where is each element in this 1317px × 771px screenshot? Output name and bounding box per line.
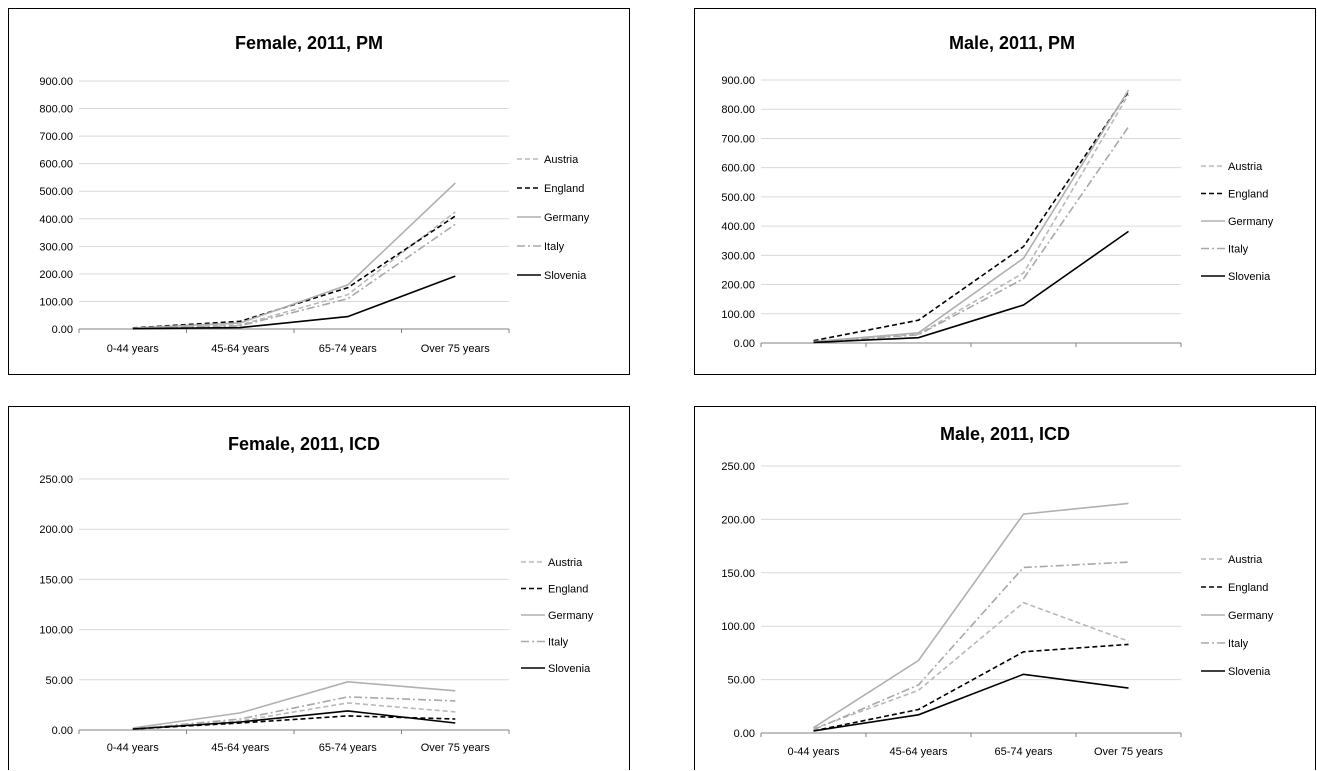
series-line-slovenia bbox=[813, 673, 1129, 732]
chart-title: Female, 2011, ICD bbox=[228, 434, 380, 454]
chart-panel-female-pm: Female, 2011, PM 0.00 100.00 200.00 300.00 40… bbox=[8, 8, 630, 375]
series-line-austria bbox=[813, 601, 1129, 730]
series-line-italy bbox=[813, 561, 1129, 731]
series-line-italy bbox=[132, 696, 456, 730]
y-tick-label: 400.00 bbox=[39, 214, 73, 226]
x-tick-label: 65-74 years bbox=[319, 742, 378, 754]
chart-female-pm: Female, 2011, PM 0.00 100.00 200.00 300.00 40… bbox=[39, 33, 590, 355]
legend-label: England bbox=[1228, 582, 1268, 594]
legend-label: England bbox=[544, 183, 584, 195]
legend-label: Austria bbox=[548, 557, 583, 569]
y-tick-label: 800.00 bbox=[39, 104, 73, 116]
legend-label: Italy bbox=[544, 241, 565, 253]
series-line-italy bbox=[813, 126, 1130, 343]
x-tick-label: 45-64 years bbox=[889, 746, 948, 758]
legend-label: Germany bbox=[1228, 216, 1274, 228]
legend-label: Austria bbox=[544, 154, 579, 166]
series-line-england bbox=[813, 643, 1129, 732]
y-tick-label: 900.00 bbox=[39, 76, 73, 88]
x-tick-label: 0-44 years bbox=[107, 343, 159, 355]
chart-male-icd: Male, 2011, ICD 0.00 50.00 100.00 150.00 200.… bbox=[721, 424, 1274, 758]
y-tick-label: 300.00 bbox=[39, 241, 73, 253]
x-tick-label: 45-64 years bbox=[211, 343, 270, 355]
x-tick-label: 65-74 years bbox=[994, 746, 1053, 758]
y-tick-label: 0.00 bbox=[52, 725, 73, 737]
x-tick-label: Over 75 years bbox=[421, 343, 491, 355]
series-line-austria bbox=[132, 211, 456, 330]
y-tick-label: 100.00 bbox=[721, 309, 755, 321]
x-tick-label: 0-44 years bbox=[107, 742, 159, 754]
y-tick-label: 200.00 bbox=[39, 269, 73, 281]
series-line-germany bbox=[813, 89, 1130, 343]
y-tick-label: 150.00 bbox=[39, 574, 73, 586]
legend-label: Germany bbox=[548, 610, 594, 622]
y-tick-label: 0.00 bbox=[52, 324, 73, 336]
chart-female-icd: Female, 2011, ICD 0.00 50.00 100.00 150.00 20… bbox=[39, 434, 594, 754]
series-line-italy bbox=[132, 223, 456, 330]
y-tick-label: 600.00 bbox=[39, 159, 73, 171]
x-tick-label: 65-74 years bbox=[319, 343, 378, 355]
y-tick-label: 300.00 bbox=[721, 250, 755, 262]
legend-label: Austria bbox=[1228, 554, 1263, 566]
legend-label: England bbox=[548, 584, 588, 596]
legend-label: Slovenia bbox=[1228, 271, 1271, 283]
x-tick-label: 45-64 years bbox=[211, 742, 270, 754]
y-tick-label: 900.00 bbox=[721, 75, 755, 87]
series-line-austria bbox=[132, 702, 456, 730]
y-tick-label: 50.00 bbox=[45, 675, 73, 687]
chart-title: Male, 2011, ICD bbox=[940, 424, 1070, 444]
y-tick-label: 0.00 bbox=[734, 728, 755, 740]
y-tick-label: 100.00 bbox=[39, 625, 73, 637]
y-tick-label: 250.00 bbox=[39, 474, 73, 486]
chart-panel-male-pm: Male, 2011, PM 0.00 100.00 200.00 300.00 400.… bbox=[694, 8, 1316, 375]
chart-panel-male-icd: Male, 2011, ICD 0.00 50.00 100.00 150.00 200.… bbox=[694, 406, 1316, 770]
series-line-slovenia bbox=[132, 710, 456, 730]
y-tick-label: 200.00 bbox=[721, 280, 755, 292]
legend-label: Italy bbox=[548, 637, 569, 649]
legend-label: Germany bbox=[1228, 610, 1274, 622]
y-tick-label: 600.00 bbox=[721, 163, 755, 175]
x-tick-label: Over 75 years bbox=[1094, 746, 1164, 758]
y-tick-label: 200.00 bbox=[721, 514, 755, 526]
y-tick-label: 100.00 bbox=[721, 621, 755, 633]
legend-label: Slovenia bbox=[544, 270, 587, 282]
y-tick-label: 400.00 bbox=[721, 221, 755, 233]
series-line-england bbox=[813, 91, 1130, 342]
chart-panel-female-icd: Female, 2011, ICD 0.00 50.00 100.00 150.00 20… bbox=[8, 406, 630, 770]
y-tick-label: 150.00 bbox=[721, 568, 755, 580]
legend-label: Slovenia bbox=[1228, 666, 1271, 678]
series-line-germany bbox=[132, 182, 456, 329]
chart-title: Male, 2011, PM bbox=[949, 33, 1075, 53]
series-line-england bbox=[132, 215, 456, 329]
legend-label: Austria bbox=[1228, 161, 1263, 173]
series-line-austria bbox=[813, 94, 1130, 343]
y-tick-label: 500.00 bbox=[39, 186, 73, 198]
y-tick-label: 50.00 bbox=[727, 675, 755, 687]
chart-male-pm: Male, 2011, PM 0.00 100.00 200.00 300.00 400.… bbox=[721, 33, 1274, 350]
y-tick-label: 200.00 bbox=[39, 524, 73, 536]
series-line-germany bbox=[813, 502, 1129, 729]
legend-label: Germany bbox=[544, 212, 590, 224]
y-tick-label: 800.00 bbox=[721, 104, 755, 116]
series-line-germany bbox=[132, 680, 456, 729]
x-tick-label: Over 75 years bbox=[421, 742, 491, 754]
y-tick-label: 100.00 bbox=[39, 296, 73, 308]
y-tick-label: 700.00 bbox=[721, 133, 755, 145]
series-line-slovenia bbox=[132, 275, 456, 330]
legend-label: England bbox=[1228, 189, 1268, 201]
y-tick-label: 700.00 bbox=[39, 131, 73, 143]
series-line-slovenia bbox=[813, 230, 1129, 344]
x-tick-label: 0-44 years bbox=[788, 746, 840, 758]
series-line-england bbox=[132, 715, 456, 730]
chart-title: Female, 2011, PM bbox=[235, 33, 383, 53]
y-tick-label: 500.00 bbox=[721, 192, 755, 204]
y-tick-label: 0.00 bbox=[734, 338, 755, 350]
y-tick-label: 250.00 bbox=[721, 461, 755, 473]
legend-label: Italy bbox=[1228, 244, 1249, 256]
legend-label: Slovenia bbox=[548, 663, 591, 675]
legend-label: Italy bbox=[1228, 638, 1249, 650]
